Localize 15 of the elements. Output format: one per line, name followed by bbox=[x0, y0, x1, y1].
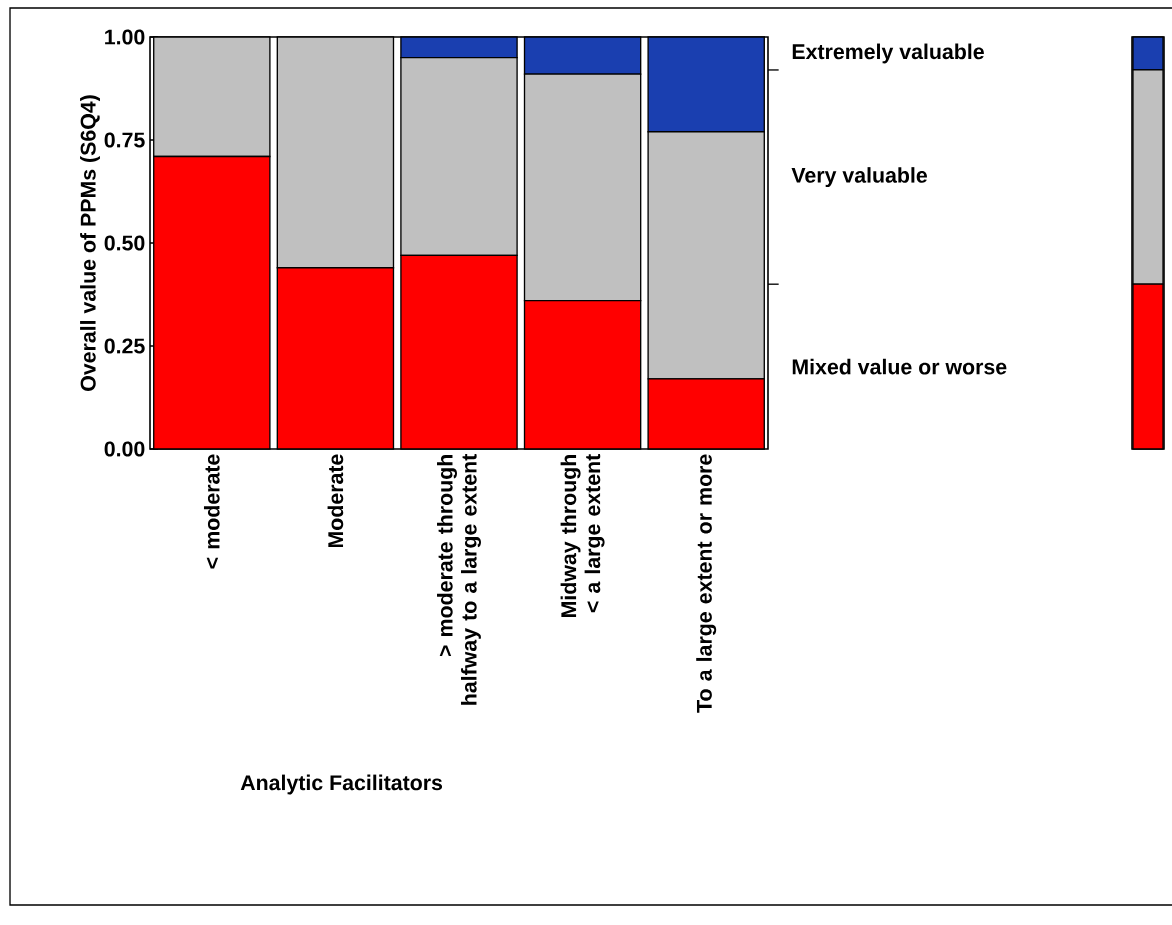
y-tick-label: 0.50 bbox=[104, 235, 145, 251]
x-axis-title: Analytic Facilitators bbox=[240, 774, 443, 795]
y-tick-label: 1.00 bbox=[105, 29, 145, 45]
x-tick-label: > moderate through halfway to a large extent bbox=[437, 453, 481, 705]
y-tick-label: 0.25 bbox=[104, 338, 145, 354]
series-label: Extremely valuable bbox=[792, 43, 984, 64]
x-tick-label: To a large extent or more bbox=[696, 454, 717, 713]
y-axis-title: Overall value of PPMs (S6Q4) bbox=[80, 95, 100, 391]
series-label: Mixed value or worse bbox=[792, 358, 1007, 375]
y-tick-label: 0.00 bbox=[104, 441, 145, 457]
y-tick-label: 0.75 bbox=[104, 132, 145, 148]
x-tick-label: Moderate bbox=[327, 454, 344, 548]
x-tick-label: Midway through < a large extent bbox=[560, 454, 605, 618]
series-label: Very valuable bbox=[791, 167, 927, 188]
x-tick-label: < moderate bbox=[203, 454, 220, 569]
